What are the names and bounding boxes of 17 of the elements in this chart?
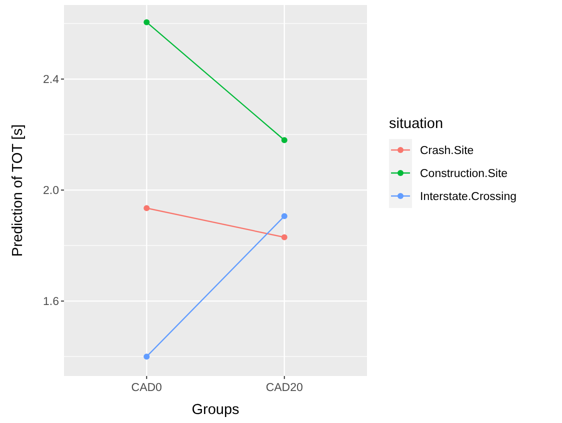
x-tick-label: CAD0 (131, 382, 162, 394)
legend-label: Construction.Site (420, 168, 508, 180)
point (144, 19, 150, 26)
point (144, 205, 150, 212)
point (144, 354, 150, 360)
y-tick-label: 2.4 (43, 74, 60, 86)
point (281, 137, 288, 144)
point (281, 213, 288, 220)
legend-label: Crash.Site (420, 145, 474, 158)
x-axis-title: Groups (192, 402, 240, 418)
legend-label: Interstate.Crossing (420, 191, 517, 204)
x-tick-label: CAD20 (266, 382, 303, 394)
y-tick-label: 1.6 (43, 296, 59, 308)
legend-title: situation (389, 116, 444, 132)
point (281, 234, 288, 240)
y-tick-label: 2.0 (43, 185, 59, 198)
y-axis-title: Prediction of TOT [s] (10, 124, 26, 257)
